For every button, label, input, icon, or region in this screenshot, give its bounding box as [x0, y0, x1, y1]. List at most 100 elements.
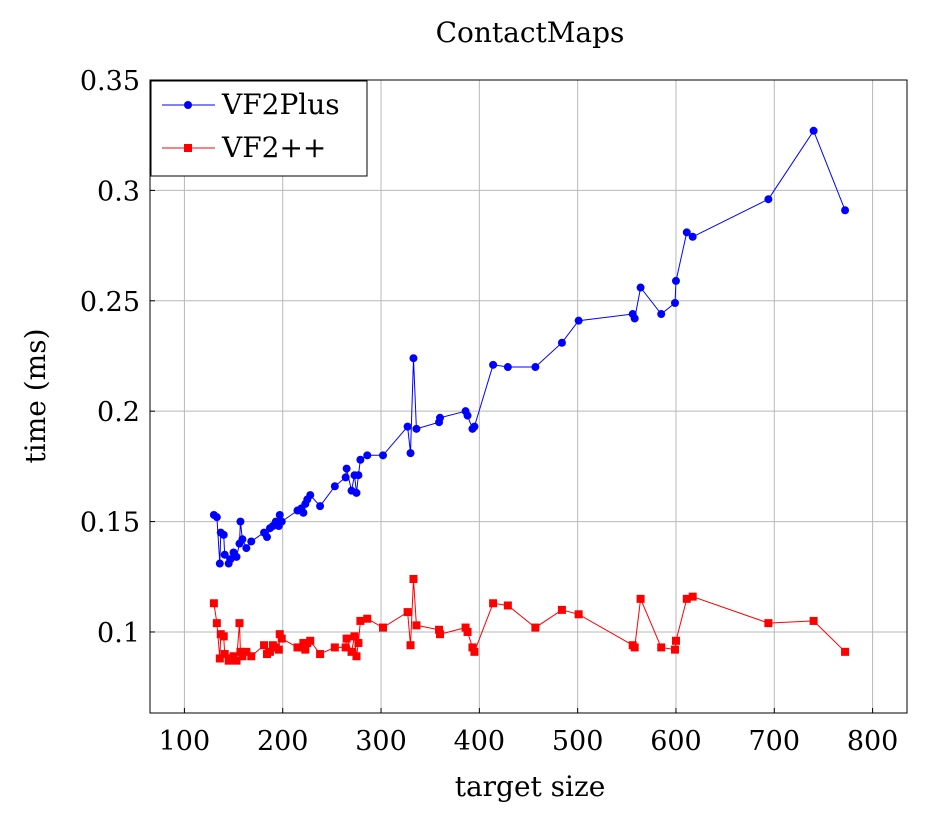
- data-point: [212, 513, 221, 522]
- x-tick-label: 600: [650, 726, 702, 757]
- data-point: [682, 594, 691, 603]
- data-point: [463, 627, 472, 636]
- data-point: [406, 641, 415, 650]
- data-point: [435, 625, 444, 634]
- data-point: [412, 621, 421, 630]
- data-point: [275, 630, 284, 639]
- series-0: [209, 126, 850, 568]
- data-point: [531, 363, 540, 372]
- data-point: [670, 645, 679, 654]
- x-tick-label: 500: [552, 726, 604, 757]
- data-point: [682, 228, 691, 237]
- legend: VF2Plus VF2++: [150, 80, 368, 177]
- data-point: [378, 623, 387, 632]
- y-tick-label: 0.3: [97, 176, 140, 207]
- data-point: [306, 491, 315, 500]
- data-point: [341, 473, 350, 482]
- data-point: [764, 619, 773, 628]
- data-point: [356, 616, 365, 625]
- data-point: [489, 599, 498, 608]
- data-point: [630, 643, 639, 652]
- data-point: [688, 592, 697, 601]
- data-point: [316, 650, 325, 659]
- data-point: [354, 639, 363, 648]
- data-point: [468, 643, 477, 652]
- y-tick-label: 0.35: [80, 66, 140, 97]
- x-tick-label: 700: [749, 726, 801, 757]
- data-point: [531, 623, 540, 632]
- data-point: [220, 650, 229, 659]
- legend-label-vf2plus: VF2Plus: [221, 88, 340, 121]
- data-point: [489, 360, 498, 369]
- data-point: [412, 424, 421, 433]
- data-point: [330, 643, 339, 652]
- data-point: [247, 652, 256, 661]
- data-point: [347, 647, 356, 656]
- x-tick-label: 300: [355, 726, 407, 757]
- x-tick-label: 200: [257, 726, 309, 757]
- data-point: [503, 363, 512, 372]
- data-point: [232, 656, 241, 665]
- data-point: [215, 654, 224, 663]
- plot-frame: [149, 79, 908, 714]
- data-point: [247, 537, 256, 546]
- data-point: [350, 632, 359, 641]
- data-point: [436, 413, 445, 422]
- data-point: [274, 645, 283, 654]
- data-point: [470, 647, 479, 656]
- data-point: [636, 594, 645, 603]
- data-point: [238, 652, 247, 661]
- data-point: [215, 559, 224, 568]
- data-point: [306, 636, 315, 645]
- data-point: [574, 610, 583, 619]
- data-point: [238, 535, 247, 544]
- data-point: [809, 616, 818, 625]
- data-point: [557, 338, 566, 347]
- data-point: [219, 530, 228, 539]
- x-axis-label: target size: [455, 770, 606, 803]
- data-point: [232, 552, 241, 561]
- data-point: [657, 310, 666, 319]
- ticks: 100 200 300 400 500 600 700 800 0.1 0.15 0.2 0.25 0.…: [80, 66, 898, 757]
- data-point: [242, 544, 251, 553]
- data-point: [260, 641, 269, 650]
- data-point: [636, 283, 645, 292]
- data-point: [277, 517, 286, 526]
- data-point: [409, 354, 418, 363]
- data-point: [574, 316, 583, 325]
- data-point: [236, 517, 245, 526]
- data-point: [242, 647, 251, 656]
- data-point: [265, 647, 274, 656]
- data-point: [352, 488, 361, 497]
- data-point: [236, 647, 245, 656]
- data-point: [557, 605, 566, 614]
- data-point: [229, 652, 238, 661]
- data-point: [764, 195, 773, 204]
- data-point: [354, 471, 363, 480]
- y-axis-label: time (ms): [19, 329, 52, 464]
- data-point: [356, 455, 365, 464]
- data-point: [463, 411, 472, 420]
- data-point: [219, 632, 228, 641]
- data-point: [301, 645, 310, 654]
- chart-title: ContactMaps: [436, 16, 625, 49]
- data-point: [220, 550, 229, 559]
- x-tick-label: 100: [159, 726, 211, 757]
- data-point: [436, 630, 445, 639]
- data-point: [342, 634, 351, 643]
- data-point: [841, 647, 850, 656]
- x-tick-label: 400: [454, 726, 506, 757]
- data-point: [409, 574, 418, 583]
- data-point: [363, 614, 372, 623]
- data-point: [341, 643, 350, 652]
- data-point: [330, 482, 339, 491]
- data-point: [342, 464, 351, 473]
- data-point: [403, 422, 412, 431]
- data-point: [657, 643, 666, 652]
- series-group: [209, 126, 850, 665]
- data-point: [461, 623, 470, 632]
- series-1: [209, 574, 850, 665]
- data-point: [671, 276, 680, 285]
- y-tick-label: 0.1: [97, 618, 140, 649]
